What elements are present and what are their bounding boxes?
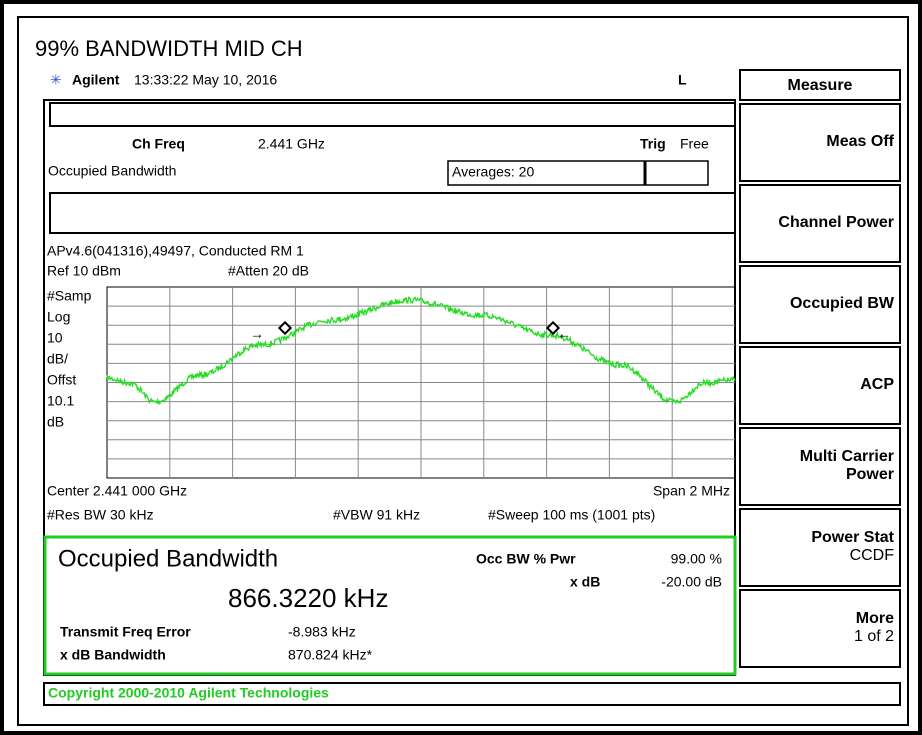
avg-box	[447, 160, 709, 186]
panel-border	[43, 99, 736, 676]
axis-label: Log	[47, 309, 70, 325]
axis-label: 10.1	[47, 393, 74, 409]
softkey-label: 1 of 2	[854, 628, 894, 645]
softkey-label: CCDF	[850, 547, 895, 564]
softkey[interactable]	[739, 589, 901, 668]
marker-arrow: →	[250, 326, 264, 342]
softkey-label: Power	[846, 466, 894, 483]
atten: #Atten 20 dB	[228, 263, 309, 279]
softkey-label: Meas Off	[826, 133, 894, 150]
results-title: Occupied Bandwidth	[58, 545, 278, 572]
softkey[interactable]	[739, 508, 901, 587]
softkeys: Meas Off Channel Power Occupied BW ACP Multi…	[739, 103, 901, 668]
brand: Agilent	[72, 72, 120, 88]
copyright: Copyright 2000-2010 Agilent Technologies	[48, 685, 329, 701]
span: Span 2 MHz	[653, 483, 730, 499]
info: APv4.6(041316),49497, Conducted RM 1	[47, 243, 304, 259]
softkey[interactable]	[739, 346, 901, 425]
xdb-label: x dB	[570, 574, 600, 590]
marker-arrow: ←	[557, 326, 571, 342]
axis-label: Offst	[47, 372, 76, 388]
graticule	[106, 286, 736, 479]
meas-panel: Ch Freq 2.441 GHz Trig Free Occupied Ban…	[43, 99, 737, 676]
xbw-value: 870.824 kHz*	[288, 647, 373, 663]
trace	[106, 296, 736, 406]
softkey-header: Measure	[788, 77, 853, 94]
trig-label: Trig	[640, 136, 666, 152]
softkey-label: Multi Carrier	[800, 448, 894, 465]
mode: L	[678, 72, 687, 88]
msg-box	[49, 192, 736, 234]
time: 13:33:22 May 10, 2016	[134, 72, 277, 88]
marker	[277, 320, 293, 336]
occ-value: 99.00 %	[671, 551, 722, 567]
softkey[interactable]	[739, 103, 901, 182]
axis-label: 10	[47, 330, 63, 346]
xbw-label: x dB Bandwidth	[60, 647, 166, 663]
softkey[interactable]	[739, 184, 901, 263]
results-box	[43, 535, 737, 676]
ref: Ref 10 dBm	[47, 263, 121, 279]
softkey[interactable]	[739, 427, 901, 506]
sweep: #Sweep 100 ms (1001 pts)	[488, 507, 655, 523]
axis-label: dB/	[47, 351, 68, 367]
averages: Averages: 20	[452, 164, 534, 180]
rbw: #Res BW 30 kHz	[47, 507, 154, 523]
axis-label: #Samp	[47, 288, 92, 304]
trig: Free	[680, 136, 709, 152]
softkey-label: More	[856, 610, 894, 627]
softkey-label: ACP	[860, 376, 894, 393]
ch-freq-label: Ch Freq	[132, 136, 185, 152]
vbw: #VBW 91 kHz	[333, 507, 420, 523]
meas-name: Occupied Bandwidth	[48, 163, 176, 179]
results-value: 866.3220 kHz	[228, 583, 388, 613]
softkey-label: Channel Power	[778, 214, 894, 231]
occ-label: Occ BW % Pwr	[476, 551, 576, 567]
logo: ✳	[50, 72, 62, 88]
title: 99% BANDWIDTH MID CH	[35, 36, 303, 61]
softkey[interactable]	[739, 265, 901, 344]
softkey-header-box	[739, 69, 901, 101]
axis-label: dB	[47, 414, 64, 430]
softkey-label: Power Stat	[811, 529, 894, 546]
xdb-value: -20.00 dB	[661, 574, 722, 590]
inner-frame	[17, 16, 909, 726]
center: Center 2.441 000 GHz	[47, 483, 187, 499]
bar	[49, 102, 736, 127]
tfe-label: Transmit Freq Error	[60, 624, 191, 640]
softkey-label: Occupied BW	[790, 295, 895, 312]
ch-freq: 2.441 GHz	[258, 136, 325, 152]
tfe-value: -8.983 kHz	[288, 624, 356, 640]
marker	[545, 320, 561, 336]
copyright-box	[43, 682, 901, 706]
